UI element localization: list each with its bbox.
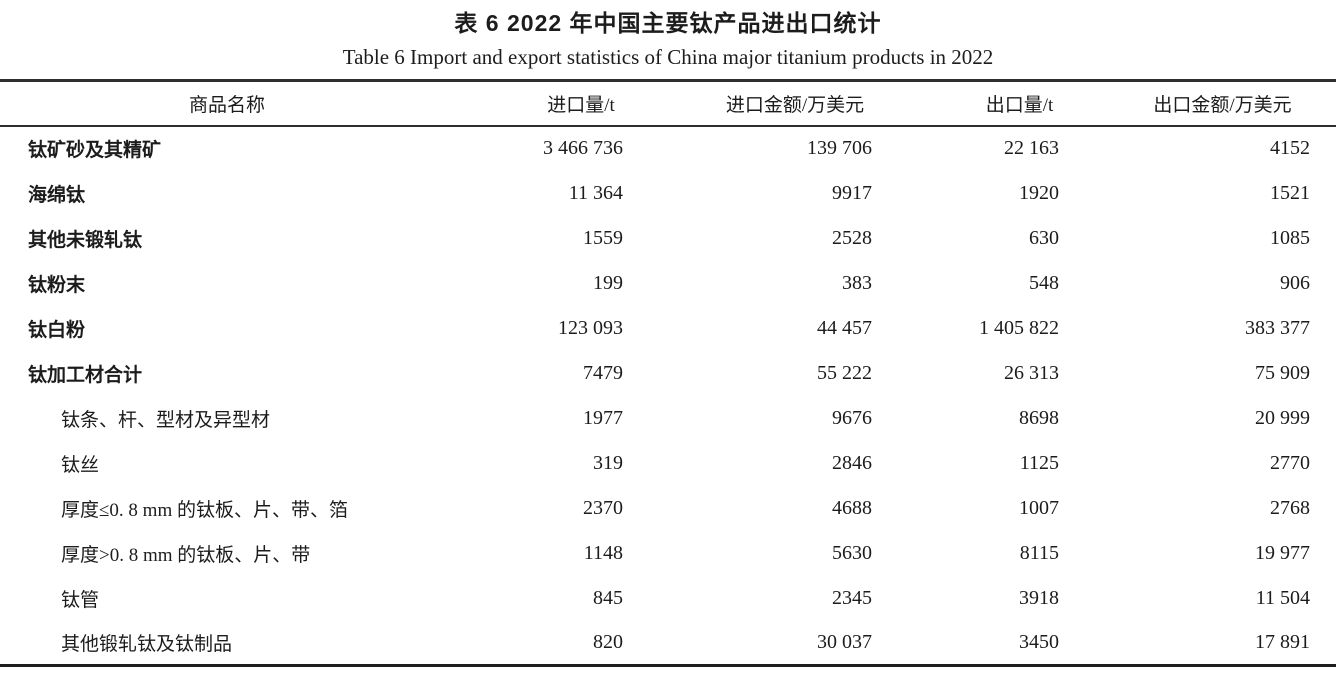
export-volume-cell: 1007 [1019, 496, 1059, 519]
export-value-cell: 1521 [1270, 181, 1310, 204]
export-value-cell: 1085 [1270, 226, 1310, 249]
export-value-cell: 19 977 [1255, 541, 1310, 564]
import-value-cell: 4688 [832, 496, 872, 519]
col-header-export-value: 出口金额/万美元 [1153, 94, 1292, 116]
export-value-cell: 906 [1280, 271, 1310, 294]
export-value-cell: 2770 [1270, 451, 1310, 474]
export-value-cell: 383 377 [1245, 316, 1310, 339]
table-row: 钛粉末 199 383 548 906 [0, 261, 1336, 306]
import-export-table: 商品名称 进口量/t 进口金额/万美元 出口量/t 出口金额/万美元 钛矿砂及其… [0, 79, 1336, 667]
table-row: 其他未锻轧钛 1559 2528 630 1085 [0, 216, 1336, 261]
table-row: 厚度≤0. 8 mm 的钛板、片、带、箔 2370 4688 1007 2768 [0, 486, 1336, 531]
export-volume-cell: 8115 [1019, 541, 1059, 564]
table-row: 其他锻轧钛及钛制品 820 30 037 3450 17 891 [0, 621, 1336, 666]
import-value-cell: 383 [842, 271, 872, 294]
product-name-cell: 其他锻轧钛及钛制品 [61, 633, 233, 655]
export-volume-cell: 3918 [1019, 586, 1059, 609]
export-volume-cell: 630 [1029, 226, 1059, 249]
export-volume-cell: 548 [1029, 271, 1059, 294]
product-name-cell: 钛矿砂及其精矿 [28, 140, 162, 161]
import-volume-cell: 845 [593, 586, 623, 609]
import-volume-cell: 7479 [583, 361, 623, 384]
export-value-cell: 11 504 [1255, 586, 1310, 609]
export-value-cell: 2768 [1270, 496, 1310, 519]
col-header-product-name: 商品名称 [188, 94, 265, 116]
product-name-cell: 海绵钛 [28, 184, 86, 206]
col-header-export-volume: 出口量/t [985, 94, 1054, 116]
table-title-en: Table 6 Import and export statistics of … [342, 45, 994, 69]
import-volume-cell: 319 [593, 451, 623, 474]
import-volume-cell: 11 364 [568, 181, 623, 204]
import-value-cell: 9917 [832, 181, 872, 204]
import-volume-cell: 199 [593, 271, 623, 294]
export-volume-cell: 8698 [1019, 406, 1059, 429]
table-row: 钛白粉 123 093 44 457 1 405 822 383 377 [0, 306, 1336, 351]
import-value-cell: 2528 [832, 226, 872, 249]
product-name-cell: 钛粉末 [28, 274, 86, 296]
table-title-zh: 表 6 2022 年中国主要钛产品进出口统计 [454, 10, 882, 36]
product-name-cell: 钛加工材合计 [28, 364, 143, 386]
export-value-cell: 75 909 [1255, 361, 1310, 384]
import-volume-cell: 3 466 736 [543, 137, 623, 159]
header-row: 商品名称 进口量/t 进口金额/万美元 出口量/t 出口金额/万美元 [0, 81, 1336, 126]
table-row: 钛加工材合计 7479 55 222 26 313 75 909 [0, 351, 1336, 396]
import-value-cell: 139 706 [807, 137, 872, 159]
table-row: 厚度>0. 8 mm 的钛板、片、带 1148 5630 8115 19 977 [0, 531, 1336, 576]
table-row: 钛管 845 2345 3918 11 504 [0, 576, 1336, 621]
import-value-cell: 2846 [832, 451, 872, 474]
import-volume-cell: 1148 [583, 541, 623, 564]
product-name-cell: 其他未锻轧钛 [28, 229, 143, 251]
product-name-cell: 钛丝 [61, 454, 100, 476]
import-volume-cell: 123 093 [558, 316, 623, 339]
export-volume-cell: 3450 [1019, 630, 1059, 653]
product-name-cell: 钛管 [61, 589, 100, 611]
import-volume-cell: 820 [593, 630, 623, 653]
export-volume-cell: 1125 [1019, 451, 1059, 474]
import-value-cell: 30 037 [817, 630, 872, 653]
product-name-cell: 厚度>0. 8 mm 的钛板、片、带 [61, 544, 311, 566]
product-name-cell: 钛条、杆、型材及异型材 [61, 409, 271, 431]
product-name-cell: 厚度≤0. 8 mm 的钛板、片、带、箔 [61, 499, 348, 521]
export-volume-cell: 1 405 822 [979, 316, 1059, 339]
import-value-cell: 44 457 [817, 316, 872, 339]
col-header-import-volume: 进口量/t [547, 94, 615, 116]
product-name-cell: 钛白粉 [28, 319, 86, 341]
import-volume-cell: 2370 [583, 496, 623, 519]
import-value-cell: 55 222 [817, 361, 872, 384]
col-header-import-value: 进口金额/万美元 [725, 94, 865, 116]
export-volume-cell: 22 163 [1004, 137, 1059, 159]
import-value-cell: 5630 [832, 541, 872, 564]
table-body: 钛矿砂及其精矿 3 466 736 139 706 22 163 4152 海绵钛 11 3… [0, 126, 1336, 666]
export-volume-cell: 26 313 [1004, 361, 1059, 384]
import-value-cell: 2345 [832, 586, 872, 609]
export-value-cell: 4152 [1270, 137, 1310, 159]
table-row: 钛条、杆、型材及异型材 1977 9676 8698 20 999 [0, 396, 1336, 441]
export-value-cell: 20 999 [1255, 406, 1310, 429]
table-row: 钛丝 319 2846 1125 2770 [0, 441, 1336, 486]
import-volume-cell: 1559 [583, 226, 623, 249]
export-value-cell: 17 891 [1255, 630, 1310, 653]
export-volume-cell: 1920 [1019, 181, 1059, 204]
import-volume-cell: 1977 [583, 406, 623, 429]
import-value-cell: 9676 [832, 406, 872, 429]
table-row: 钛矿砂及其精矿 3 466 736 139 706 22 163 4152 [0, 126, 1336, 171]
table-row: 海绵钛 11 364 9917 1920 1521 [0, 171, 1336, 216]
